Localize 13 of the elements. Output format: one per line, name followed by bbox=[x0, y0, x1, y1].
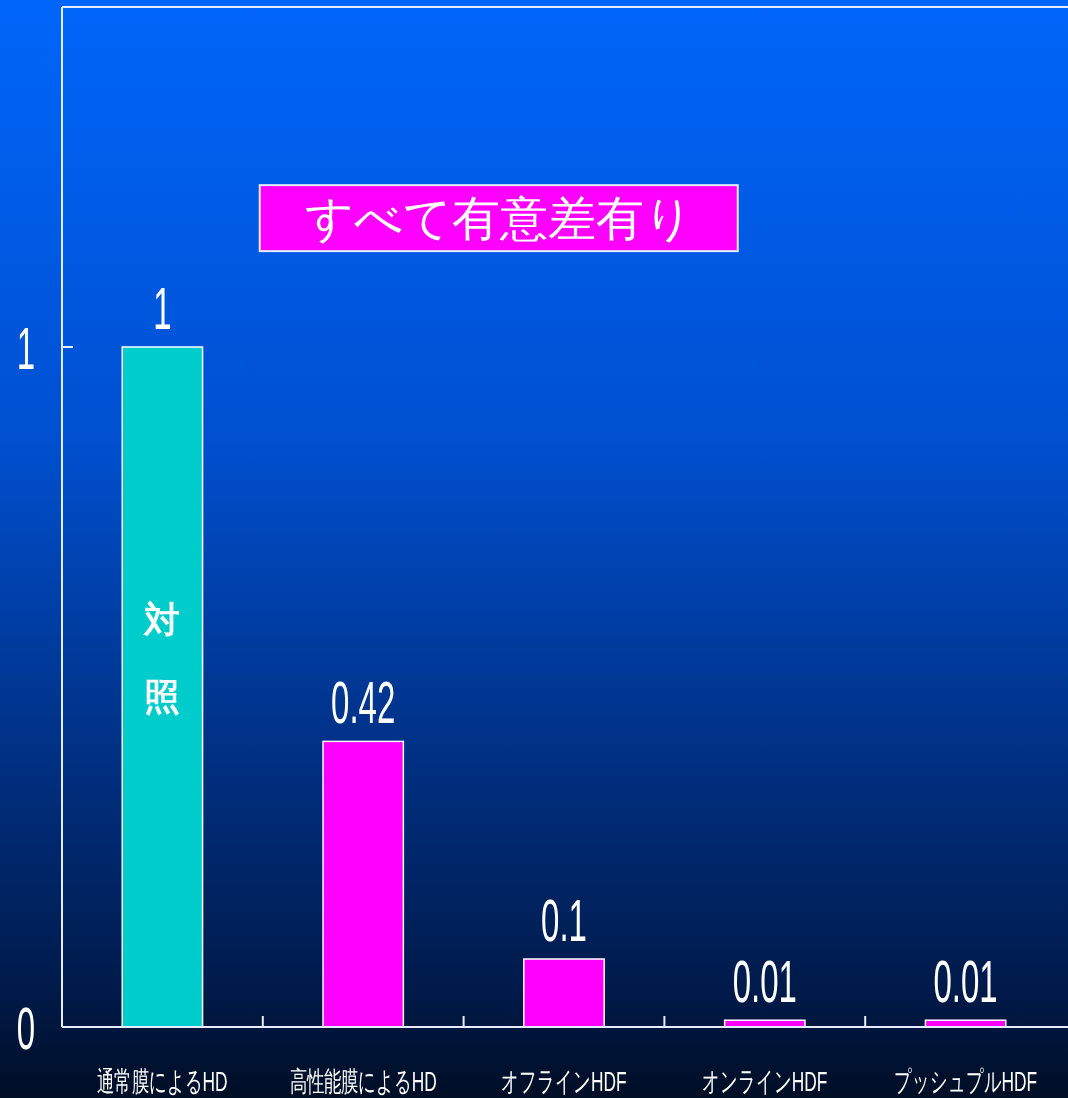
x-tick-label: オンラインHDF bbox=[702, 1065, 828, 1098]
data-label: 0.01 bbox=[732, 947, 797, 1015]
data-label: 1 bbox=[153, 274, 172, 342]
y-tick-label: 0 bbox=[16, 994, 36, 1062]
x-tick-label: 通常膜によるHD bbox=[97, 1065, 228, 1098]
annotation: すべて有意差有り bbox=[304, 192, 693, 246]
data-label: 0.01 bbox=[933, 947, 998, 1015]
data-label: 0.1 bbox=[541, 886, 587, 954]
data-label: 0.42 bbox=[331, 668, 396, 736]
x-tick-label: プッシュプルHDF bbox=[894, 1065, 1038, 1098]
x-tick-label: オフラインHDF bbox=[501, 1065, 627, 1098]
annotation: 対照 bbox=[143, 599, 181, 718]
x-tick-label: 高性能膜によるHD bbox=[289, 1065, 437, 1098]
